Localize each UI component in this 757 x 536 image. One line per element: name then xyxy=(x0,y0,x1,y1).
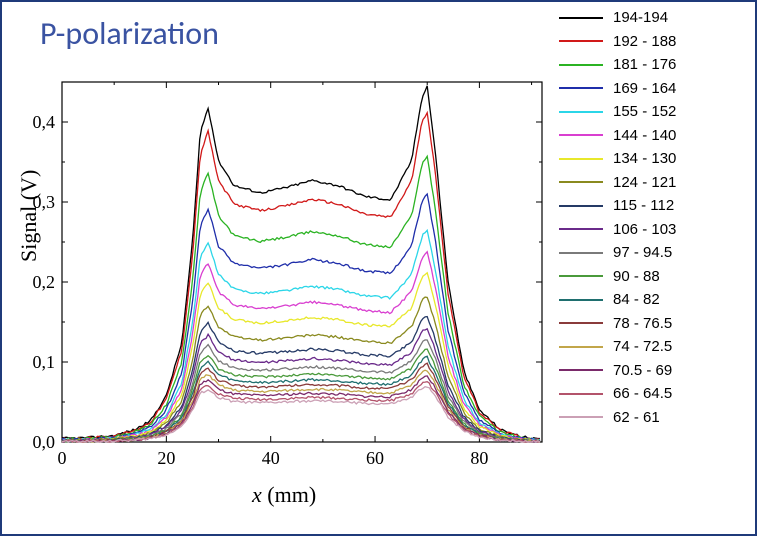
legend-label: 78 - 76.5 xyxy=(613,316,672,331)
legend-row: 115 - 112 xyxy=(559,194,749,218)
legend-row: 66 - 64.5 xyxy=(559,382,749,406)
legend-label: 74 - 72.5 xyxy=(613,339,672,354)
plot-svg xyxy=(62,82,542,442)
x-axis-label: x (mm) xyxy=(252,482,316,508)
legend-swatch xyxy=(559,87,603,89)
legend-row: 70.5 - 69 xyxy=(559,359,749,383)
legend-row: 84 - 82 xyxy=(559,288,749,312)
legend-row: 194-194 xyxy=(559,6,749,30)
legend-swatch xyxy=(559,322,603,324)
legend-label: 115 - 112 xyxy=(613,198,674,213)
legend-label: 106 - 103 xyxy=(613,222,676,237)
y-axis-label: Signal (V) xyxy=(16,170,42,262)
legend-swatch xyxy=(559,181,603,183)
legend-swatch xyxy=(559,346,603,348)
y-tick-label: 0,2 xyxy=(15,272,55,293)
legend-label: 181 - 176 xyxy=(613,57,676,72)
legend-row: 124 - 121 xyxy=(559,171,749,195)
legend-label: 84 - 82 xyxy=(613,292,660,307)
legend-row: 90 - 88 xyxy=(559,265,749,289)
x-tick-label: 20 xyxy=(154,448,178,469)
y-tick-label: 0,1 xyxy=(15,352,55,373)
y-tick-label: 0,0 xyxy=(15,432,55,453)
legend-swatch xyxy=(559,393,603,395)
legend-label: 155 - 152 xyxy=(613,104,676,119)
legend-row: 169 - 164 xyxy=(559,77,749,101)
x-tick-label: 40 xyxy=(259,448,283,469)
x-axis-unit: (mm) xyxy=(262,482,316,507)
x-tick-label: 60 xyxy=(363,448,387,469)
legend-swatch xyxy=(559,111,603,113)
legend-swatch xyxy=(559,17,603,19)
legend-swatch xyxy=(559,40,603,42)
legend-swatch xyxy=(559,158,603,160)
legend-row: 134 - 130 xyxy=(559,147,749,171)
legend-row: 192 - 188 xyxy=(559,30,749,54)
legend-swatch xyxy=(559,134,603,136)
legend-label: 70.5 - 69 xyxy=(613,363,672,378)
x-tick-label: 80 xyxy=(467,448,491,469)
legend-swatch xyxy=(559,369,603,371)
legend-label: 144 - 140 xyxy=(613,128,676,143)
legend-label: 66 - 64.5 xyxy=(613,386,672,401)
legend-row: 78 - 76.5 xyxy=(559,312,749,336)
y-tick-label: 0,3 xyxy=(15,192,55,213)
legend-label: 192 - 188 xyxy=(613,34,676,49)
legend-swatch xyxy=(559,252,603,254)
legend-label: 169 - 164 xyxy=(613,81,676,96)
legend-row: 62 - 61 xyxy=(559,406,749,430)
legend-swatch xyxy=(559,205,603,207)
legend-row: 106 - 103 xyxy=(559,218,749,242)
legend-swatch xyxy=(559,64,603,66)
chart-frame: P-polarization Signal (V) x (mm) 194-194… xyxy=(0,0,757,536)
y-tick-label: 0,4 xyxy=(15,112,55,133)
legend-row: 144 - 140 xyxy=(559,124,749,148)
legend-label: 124 - 121 xyxy=(613,175,676,190)
legend-label: 194-194 xyxy=(613,10,668,25)
legend-label: 97 - 94.5 xyxy=(613,245,672,260)
legend-row: 74 - 72.5 xyxy=(559,335,749,359)
legend-label: 90 - 88 xyxy=(613,269,660,284)
legend-label: 134 - 130 xyxy=(613,151,676,166)
legend-row: 97 - 94.5 xyxy=(559,241,749,265)
x-tick-label: 0 xyxy=(50,448,74,469)
legend-row: 181 - 176 xyxy=(559,53,749,77)
legend-swatch xyxy=(559,228,603,230)
legend-swatch xyxy=(559,299,603,301)
legend: 194-194 192 - 188 181 - 176 169 - 164 155 - … xyxy=(559,6,749,429)
plot-area xyxy=(62,82,542,442)
legend-swatch xyxy=(559,416,603,418)
legend-row: 155 - 152 xyxy=(559,100,749,124)
chart-title: P-polarization xyxy=(40,14,219,53)
legend-swatch xyxy=(559,275,603,277)
x-axis-var: x xyxy=(252,482,262,507)
legend-label: 62 - 61 xyxy=(613,410,660,425)
